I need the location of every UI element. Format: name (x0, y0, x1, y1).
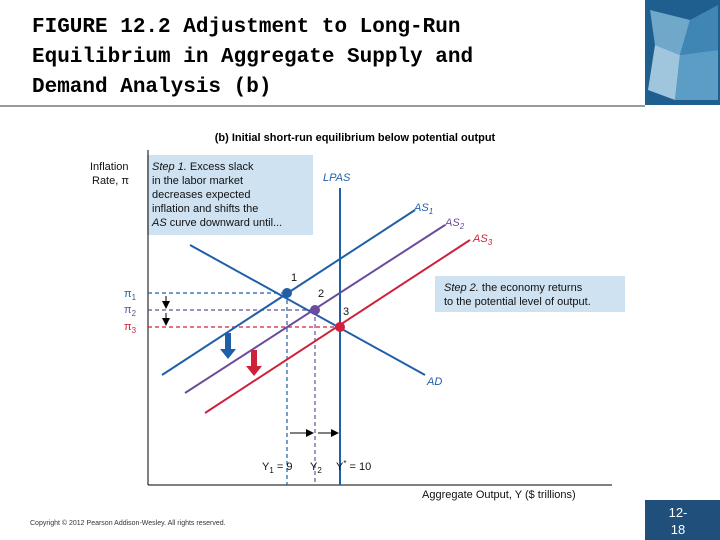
point-label: 1 (291, 272, 297, 284)
copyright: Copyright © 2012 Pearson Addison-Wesley.… (30, 519, 226, 527)
step-lead: AS (151, 217, 167, 229)
slide-number-box (645, 500, 720, 540)
slide-number: 12- (669, 505, 688, 520)
y-tick-label: π2 (124, 304, 137, 318)
curve-label: AD (426, 376, 442, 388)
step-text: curve downward until... (167, 217, 283, 229)
x-tick-label: Y* = 10 (336, 459, 371, 473)
tick-sub: 1 (132, 293, 137, 302)
curve-base: AS (413, 202, 429, 214)
y-axis-label: Rate, π (92, 175, 129, 187)
y-ticks: π1 π2 π3 (124, 288, 137, 335)
title-line: FIGURE 12.2 Adjustment to Long-Run (32, 16, 460, 39)
x-tick-label: Y1 = 9 (262, 461, 292, 475)
title-line: Demand Analysis (b) (32, 76, 271, 99)
step-lead: Step 1. (152, 161, 187, 173)
step1-line: Step 1. Excess slack (152, 161, 254, 173)
step2-line: to the potential level of output. (444, 296, 591, 308)
curve-label: LPAS (323, 172, 351, 184)
point (282, 288, 292, 298)
shift-arrow (220, 333, 236, 359)
y-tick-label: π1 (124, 288, 137, 302)
tick-rest: = 9 (274, 461, 293, 473)
header: FIGURE 12.2 Adjustment to Long-Run Equil… (32, 16, 473, 99)
curve-base: AS (472, 233, 488, 245)
step-text: the economy returns (479, 282, 583, 294)
step-text: Excess slack (187, 161, 254, 173)
x-ticks: Y1 = 9 Y2 Y* = 10 (262, 459, 371, 475)
guides (148, 292, 340, 485)
curve-base: AS (444, 217, 460, 229)
tick-sub: 2 (132, 309, 137, 318)
curve-sub: 2 (459, 222, 465, 231)
y-tick-label: π3 (124, 321, 137, 335)
tick-sup: * (343, 459, 346, 468)
tick-base: π (124, 288, 132, 300)
step1-line: decreases expected (152, 189, 250, 201)
curve-sub: 1 (429, 207, 433, 216)
x-tick-label: Y2 (310, 461, 322, 475)
tick-base: Y (336, 461, 344, 473)
curve-label: AS3 (472, 233, 493, 247)
tick-sub: 3 (132, 326, 137, 335)
shift-arrow (246, 350, 262, 376)
step1-line: inflation and shifts the (152, 203, 258, 215)
x-axis-label: Aggregate Output, Y ($ trillions) (422, 489, 576, 501)
logo (645, 0, 720, 105)
arrows (162, 296, 339, 437)
slide-number: 18 (671, 522, 685, 537)
curve-labels: LPAS AS1 AS2 AS3 AD (323, 172, 493, 388)
point (310, 305, 320, 315)
tick-base: π (124, 304, 132, 316)
point-label: 2 (318, 288, 324, 300)
step2-box (435, 276, 625, 312)
point-label: 3 (343, 306, 349, 318)
tick-base: Y (310, 461, 318, 473)
curve-label: AS1 (413, 202, 433, 216)
tick-base: π (124, 321, 132, 333)
tick-sub: 1 (269, 466, 274, 475)
curve-sub: 3 (488, 238, 493, 247)
step1-line: AS curve downward until... (151, 217, 282, 229)
step1-line: in the labor market (152, 175, 243, 187)
y-axis-label: Inflation (90, 161, 129, 173)
figure-title: (b) Initial short-run equilibrium below … (215, 132, 496, 144)
ad-curve (189, 244, 426, 376)
step-lead: Step 2. (444, 282, 479, 294)
point (335, 322, 345, 332)
step1-box (147, 155, 313, 235)
step1: Step 1. Excess slack in the labor market… (151, 161, 282, 229)
step2-line: Step 2. the economy returns (444, 282, 583, 294)
step2: Step 2. the economy returns to the poten… (444, 282, 591, 308)
tick-base: Y (262, 461, 270, 473)
tick-sub: 2 (317, 466, 322, 475)
curve-label: AS2 (444, 217, 465, 231)
tick-rest: = 10 (346, 461, 371, 473)
title-line: Equilibrium in Aggregate Supply and (32, 46, 473, 69)
